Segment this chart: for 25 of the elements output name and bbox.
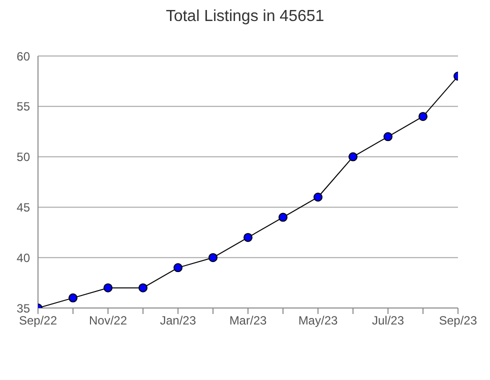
x-tick-label: Sep/23	[438, 314, 478, 328]
x-tick-label: Sep/22	[18, 314, 58, 328]
x-tick-label: Nov/22	[88, 314, 128, 328]
point	[68, 293, 78, 302]
y-tick-label: 50	[16, 150, 30, 164]
point	[348, 152, 358, 162]
chart-title: Total Listings in 45651	[164, 8, 326, 27]
y-tick-label: 35	[16, 301, 30, 316]
x-tick-label: Jan/23	[160, 314, 196, 328]
point	[244, 232, 252, 242]
point	[384, 132, 392, 142]
point	[418, 112, 428, 121]
point	[174, 263, 182, 272]
x-tick-label: May/23	[298, 314, 338, 328]
x-tick-label: Mar/23	[229, 314, 267, 328]
point	[138, 283, 148, 292]
point	[314, 192, 322, 202]
point	[278, 212, 288, 222]
point	[104, 283, 112, 292]
y-tick-label: 45	[16, 200, 30, 214]
y-tick-label: 40	[16, 250, 30, 265]
x-tick-label: Jul/23	[372, 314, 404, 328]
point	[208, 253, 218, 262]
y-tick-label: 55	[16, 100, 30, 114]
y-tick-label: 60	[16, 49, 30, 64]
